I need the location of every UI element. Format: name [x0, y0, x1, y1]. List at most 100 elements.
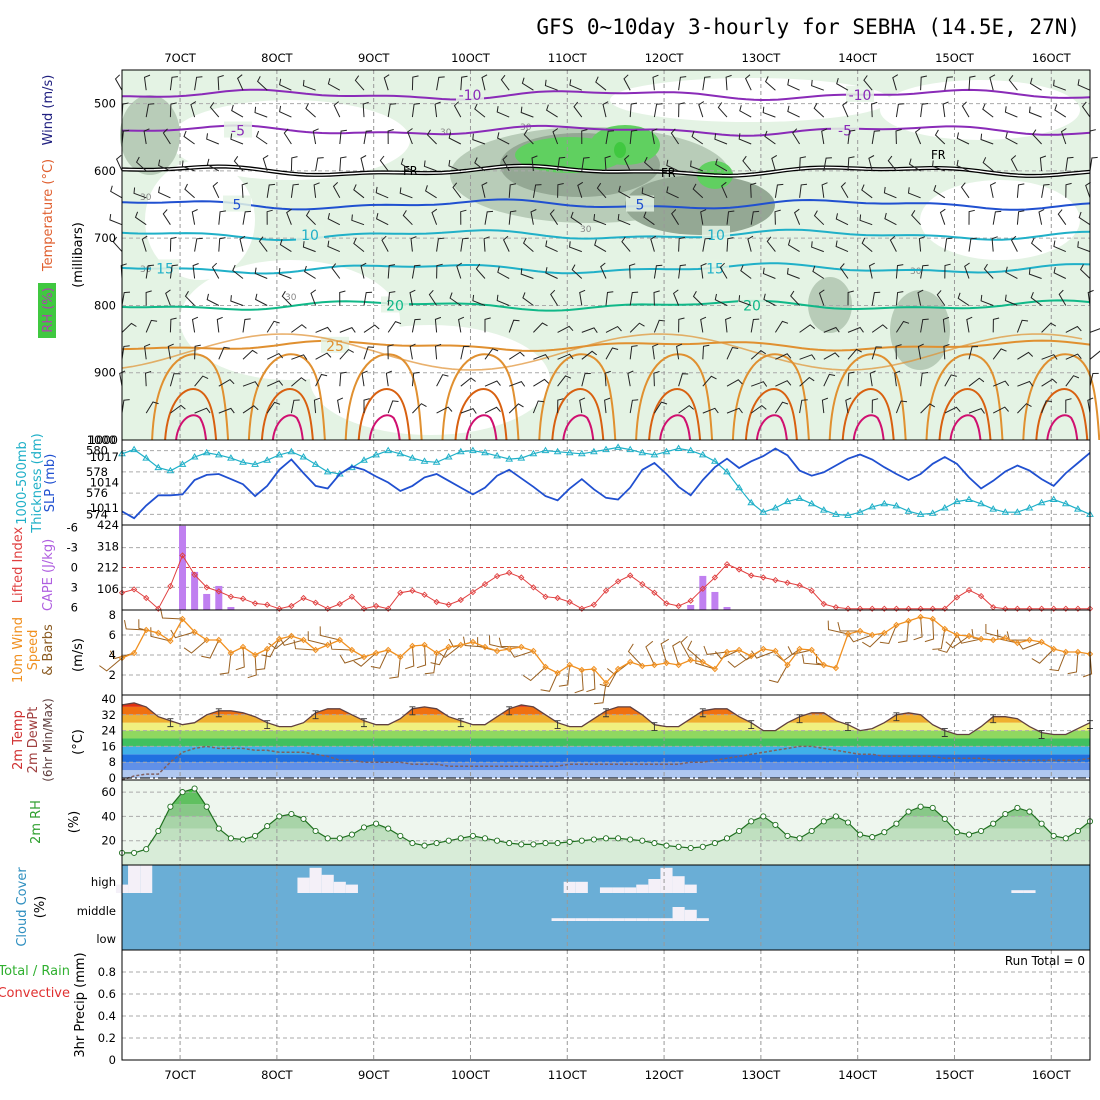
upper-wind-barb — [290, 399, 300, 414]
upper-wind-barb — [861, 237, 873, 252]
upper-wind-barb — [256, 76, 268, 91]
isotherm-label: -5 — [231, 124, 245, 140]
wind10-point — [614, 665, 622, 673]
upper-wind-barb — [823, 352, 840, 360]
rh2m-point — [808, 827, 815, 835]
run-total-label: Run Total = 0 — [1005, 954, 1085, 968]
wind10-point — [1074, 648, 1082, 656]
lifted-index-point — [179, 552, 186, 559]
lifted-index-point — [530, 584, 537, 591]
isotherm-40-lobe — [1046, 414, 1079, 441]
upper-wind-barb — [474, 157, 486, 172]
lifted-index-point — [627, 572, 634, 579]
thickness-point — [287, 447, 296, 455]
isotherm-label-bg — [151, 259, 179, 276]
upper-wind-barb — [651, 128, 658, 145]
upper-wind-barb — [670, 128, 680, 145]
isotherm-30-lobe — [925, 353, 1004, 441]
upper-wind-barb — [678, 404, 695, 414]
upper-wind-barb — [911, 210, 921, 226]
upper-wind-barb — [550, 289, 559, 306]
upper-wind-barb — [194, 237, 203, 252]
upper-wind-barb — [557, 398, 564, 414]
upper-wind-barb — [666, 186, 679, 199]
upper-wind-barb — [980, 133, 994, 145]
isotherm-label-bg — [321, 336, 349, 353]
rh2m-point — [469, 832, 476, 839]
upper-wind-barb — [436, 406, 453, 414]
upper-wind-barb — [165, 289, 171, 306]
lifted-index-point — [917, 605, 924, 612]
upper-wind-barb — [725, 74, 732, 91]
thickness-point — [227, 454, 235, 461]
rh2m-point — [1050, 832, 1057, 839]
wind10-point — [142, 626, 150, 634]
upper-wind-barb — [775, 353, 792, 360]
upper-wind-barb — [121, 291, 131, 306]
upper-wind-barb — [966, 316, 973, 333]
upper-wind-barb — [407, 128, 413, 145]
upper-wind-barb — [194, 76, 203, 91]
upper-wind-barb — [145, 319, 158, 333]
upper-wind-barb — [792, 128, 801, 145]
lifted-index-point — [457, 596, 464, 604]
rh2m-point — [941, 815, 948, 822]
cape-bar — [723, 606, 731, 610]
upper-wind-barb — [145, 103, 155, 118]
upper-wind-barb — [621, 236, 631, 252]
slp-axis-label: SLP (mb) — [43, 454, 58, 513]
wind10-point — [481, 643, 489, 651]
upper-wind-barb — [169, 102, 177, 118]
isotherm-label-bg — [626, 195, 654, 212]
lifted-index-point — [735, 566, 743, 573]
isotherm-40-lobe — [175, 414, 208, 441]
upper-wind-barb — [1057, 209, 1067, 225]
upper-wind-barb — [569, 79, 582, 91]
wind10-ytick: 8 — [109, 608, 116, 622]
upper-wind-barb — [434, 101, 441, 118]
wind10-point — [251, 651, 259, 659]
upper-wind-barb — [863, 75, 873, 91]
thickness-point — [650, 450, 659, 458]
upper-wind-barb — [593, 214, 607, 226]
upper-wind-barb — [698, 101, 705, 118]
upper-wind-barb — [409, 343, 416, 360]
upper-wind-barb — [1016, 183, 1025, 198]
wind10-point — [409, 642, 416, 650]
bottom-tick-label: 11OCT — [548, 1068, 588, 1082]
upper-wind-barb — [502, 235, 510, 252]
upper-wind-barb — [266, 352, 284, 360]
upper-wind-barb — [813, 210, 825, 226]
thickness-point — [444, 453, 453, 460]
lifted-index-point — [506, 569, 513, 576]
wind10-point — [772, 647, 779, 655]
upper-wind-barb — [363, 346, 375, 360]
thickness-point — [1074, 505, 1082, 512]
temp-band — [122, 754, 1090, 763]
upper-wind-barb — [581, 157, 590, 171]
upper-wind-barb — [581, 327, 598, 333]
isotherm-line — [121, 339, 1091, 352]
lifted-index-point — [881, 605, 888, 612]
upper-wind-barb — [363, 398, 370, 414]
upper-wind-barb — [508, 210, 517, 225]
cloud-level-label: high — [91, 875, 116, 889]
wind10-point — [1026, 636, 1033, 644]
cloud-mid-bar — [575, 918, 588, 921]
precip-convective-label: Convective — [0, 986, 70, 1001]
upper-wind-barb — [839, 263, 849, 279]
upper-wind-barb — [991, 236, 998, 252]
upper-wind-barb — [618, 185, 631, 199]
wind10-point — [384, 646, 392, 654]
thickness-point — [1025, 504, 1034, 511]
rh-contour-label: 30 — [580, 225, 592, 235]
upper-wind-barb — [206, 133, 219, 145]
upper-wind-barb — [581, 129, 588, 145]
thickness-point — [384, 446, 393, 454]
upper-wind-barb — [184, 183, 195, 199]
upper-wind-barb — [460, 209, 467, 225]
lifted-index-point — [348, 593, 356, 600]
cloud-high-bar — [575, 881, 588, 893]
lifted-index-point — [808, 587, 815, 594]
